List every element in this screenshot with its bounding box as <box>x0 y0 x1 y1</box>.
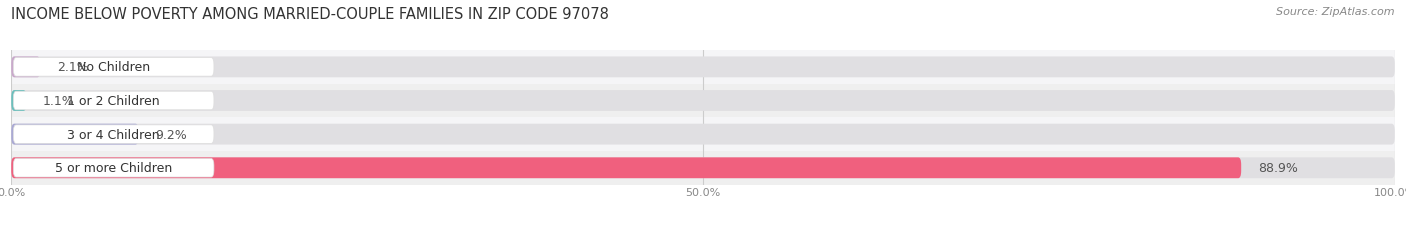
FancyBboxPatch shape <box>11 158 1241 178</box>
FancyBboxPatch shape <box>11 57 1395 78</box>
FancyBboxPatch shape <box>11 91 1395 111</box>
Bar <box>11 51 1395 84</box>
FancyBboxPatch shape <box>13 58 214 77</box>
FancyBboxPatch shape <box>11 57 41 78</box>
Text: INCOME BELOW POVERTY AMONG MARRIED-COUPLE FAMILIES IN ZIP CODE 97078: INCOME BELOW POVERTY AMONG MARRIED-COUPL… <box>11 7 609 22</box>
Text: 1.1%: 1.1% <box>44 94 75 108</box>
Text: 2.1%: 2.1% <box>56 61 89 74</box>
Bar <box>11 84 1395 118</box>
Bar <box>11 151 1395 185</box>
Text: 9.2%: 9.2% <box>155 128 187 141</box>
FancyBboxPatch shape <box>13 159 214 177</box>
Text: 5 or more Children: 5 or more Children <box>55 161 173 175</box>
FancyBboxPatch shape <box>11 158 1395 178</box>
Bar <box>11 118 1395 151</box>
Text: Source: ZipAtlas.com: Source: ZipAtlas.com <box>1277 7 1395 17</box>
FancyBboxPatch shape <box>13 125 214 144</box>
Text: 1 or 2 Children: 1 or 2 Children <box>67 94 160 108</box>
FancyBboxPatch shape <box>11 91 27 111</box>
FancyBboxPatch shape <box>11 124 139 145</box>
Text: No Children: No Children <box>77 61 150 74</box>
Text: 88.9%: 88.9% <box>1258 161 1298 175</box>
FancyBboxPatch shape <box>13 92 214 110</box>
Text: 3 or 4 Children: 3 or 4 Children <box>67 128 160 141</box>
FancyBboxPatch shape <box>11 124 1395 145</box>
